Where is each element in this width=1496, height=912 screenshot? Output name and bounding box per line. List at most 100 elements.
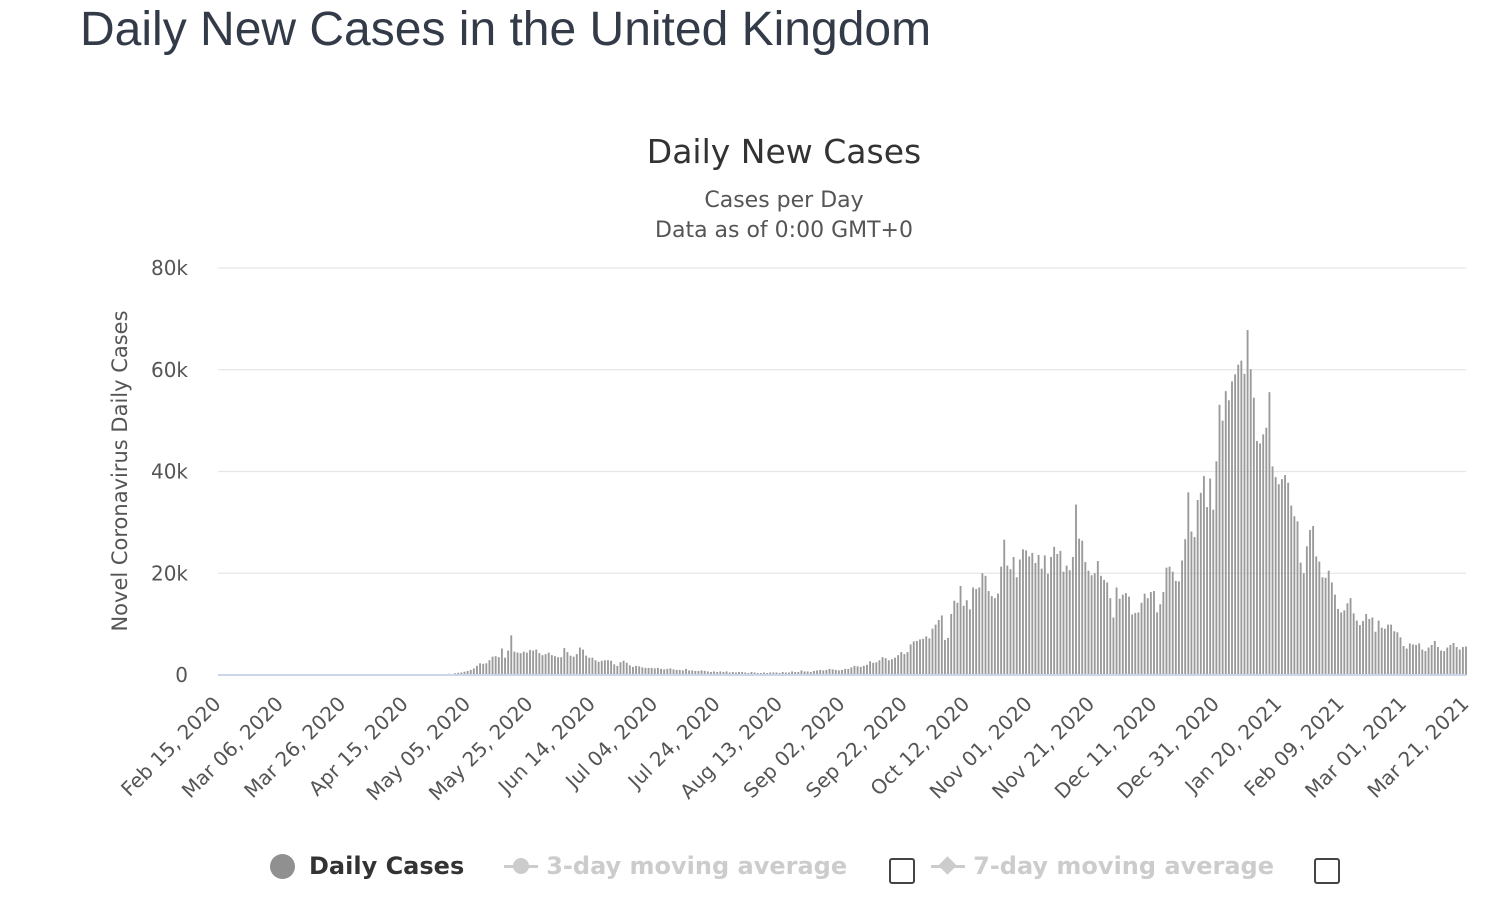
bar (950, 613, 953, 675)
bar (1009, 569, 1012, 675)
bar (1050, 556, 1052, 675)
bar (750, 671, 753, 675)
bar (656, 667, 659, 675)
bar (697, 670, 700, 675)
bar (1408, 643, 1411, 675)
bar (1143, 593, 1146, 675)
bar (569, 655, 572, 675)
bar (847, 668, 850, 675)
bar (719, 671, 722, 675)
bar (844, 668, 847, 675)
bar (1262, 434, 1265, 675)
bar (1124, 593, 1127, 675)
bar (834, 669, 837, 675)
bar (1243, 373, 1246, 675)
bar (479, 663, 482, 675)
bar (547, 652, 550, 675)
bar (1068, 570, 1071, 675)
bar (1140, 602, 1143, 675)
bar (538, 653, 541, 675)
bar (1352, 613, 1355, 675)
bar (1159, 604, 1162, 675)
legend-item-7-day-average[interactable]: 7-day moving average (931, 852, 1274, 880)
bar (572, 656, 575, 675)
y-tick-label: 40k (151, 460, 188, 484)
bar (647, 667, 650, 675)
bar (778, 672, 781, 675)
bar (1209, 478, 1212, 675)
bar (1199, 492, 1202, 675)
bar (566, 652, 569, 675)
bar (460, 672, 463, 675)
y-tick-label: 60k (151, 358, 188, 382)
bar (1465, 646, 1467, 675)
legend-item-3-day-average[interactable]: 3-day moving average (504, 852, 847, 880)
bar (738, 671, 740, 675)
bar (1383, 628, 1386, 675)
bar (1003, 539, 1006, 675)
bar (1078, 538, 1081, 675)
checkbox-7-day-average[interactable] (1314, 858, 1341, 884)
bar (1349, 598, 1352, 675)
bar (940, 615, 943, 675)
bar (1415, 644, 1418, 675)
bar (747, 672, 750, 675)
bar (900, 652, 903, 675)
bar (1046, 573, 1049, 675)
bar (1340, 612, 1343, 675)
bar (610, 660, 613, 675)
bar (1100, 575, 1102, 675)
bar (675, 669, 678, 675)
y-tick-label: 0 (175, 663, 188, 687)
bar (744, 672, 747, 675)
bar (1355, 620, 1358, 675)
bar (457, 672, 460, 675)
bar (628, 665, 631, 675)
bar (1284, 475, 1286, 675)
bar (791, 671, 794, 675)
bar (1399, 637, 1402, 675)
bar (1224, 391, 1227, 675)
bar (1327, 570, 1330, 675)
bar (862, 665, 865, 675)
bar (1215, 461, 1218, 675)
bar (491, 656, 494, 675)
bar (685, 668, 687, 675)
bar (1318, 561, 1321, 675)
bar (1427, 647, 1430, 675)
bar (575, 654, 578, 675)
bar (919, 639, 921, 675)
bar (1377, 620, 1380, 675)
bar (794, 671, 797, 675)
bar (741, 671, 744, 675)
bar (1087, 570, 1090, 675)
bar (831, 669, 834, 675)
bar (1131, 614, 1134, 675)
bar (650, 667, 653, 675)
bar (1025, 550, 1028, 675)
bar (878, 660, 881, 675)
bar (600, 660, 603, 675)
legend-item-daily-cases[interactable]: Daily Cases (270, 852, 464, 880)
bar (1096, 561, 1099, 675)
bar (688, 670, 691, 675)
y-tick-label: 80k (151, 256, 188, 280)
bar (713, 671, 716, 675)
bar (1380, 627, 1383, 675)
bar (1028, 556, 1031, 675)
bar (1071, 556, 1074, 675)
bar (1056, 553, 1059, 675)
bar (1112, 617, 1115, 675)
bar (812, 670, 815, 675)
bar (613, 664, 616, 675)
bar (625, 662, 628, 675)
checkbox-3-day-average[interactable] (889, 858, 916, 884)
bar (1452, 642, 1455, 675)
bar (756, 672, 759, 675)
bar (1115, 587, 1118, 675)
bar (678, 669, 681, 675)
bar (947, 637, 950, 675)
bar (1181, 560, 1184, 675)
bar (1218, 404, 1221, 675)
bar (759, 672, 762, 675)
